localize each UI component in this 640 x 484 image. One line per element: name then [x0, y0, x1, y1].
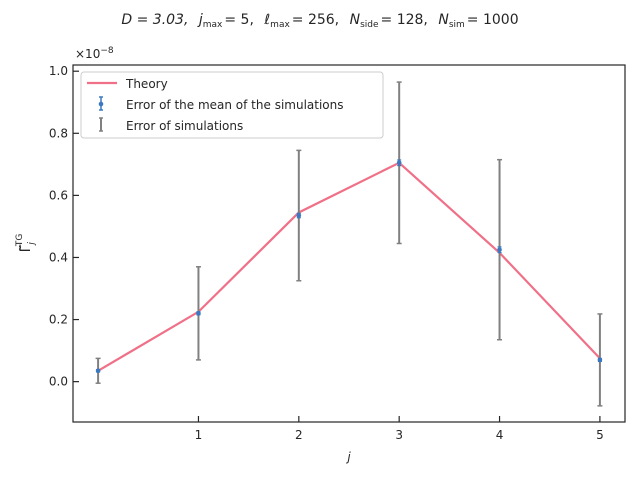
x-tick-label: 1: [195, 428, 203, 442]
x-axis-label: j: [345, 450, 351, 464]
x-tick-label: 3: [395, 428, 403, 442]
x-tick-label: 5: [596, 428, 604, 442]
y-axis-label: Γ̃jTG: [15, 234, 37, 253]
legend-sim-error-label: Error of simulations: [126, 119, 243, 133]
y-tick-label: 0.6: [49, 188, 68, 202]
theory-line: [97, 161, 601, 372]
legend: Theory Error of the mean of the simulati…: [80, 71, 384, 139]
svg-text:Γ̃jTG: Γ̃jTG: [15, 234, 37, 253]
x-tick-label: 4: [496, 428, 504, 442]
mean-error-point: [396, 159, 402, 167]
chart-title: D = 3.03, jmax = 5, ℓmax = 256, Nside = 128…: [121, 12, 518, 30]
axis-ticks: 1 2 3 4 5 0.0 0.2 0.4 0.6 0.8 1.0: [49, 64, 604, 442]
legend-box: [80, 71, 384, 139]
y-tick-label: 0.2: [49, 313, 68, 327]
mean-error-point: [497, 246, 502, 254]
y-tick-label: 0.0: [49, 375, 68, 389]
axes-frame: [72, 64, 626, 423]
y-tick-label: 1.0: [49, 64, 68, 78]
legend-theory-label: Theory: [125, 77, 168, 91]
mean-error-point: [597, 357, 603, 363]
legend-mean-error-label: Error of the mean of the simulations: [126, 98, 344, 112]
legend-sim-error-swatch: [99, 117, 103, 132]
y-tick-label: 0.8: [49, 126, 68, 140]
mean-error-point: [196, 311, 201, 316]
mean-error-point: [95, 368, 101, 374]
mean-error-point: [296, 212, 302, 219]
legend-mean-error-swatch: [98, 96, 104, 111]
y-scale-factor: ×10−8: [75, 46, 114, 61]
y-tick-label: 0.4: [49, 250, 68, 264]
series-layer: [95, 81, 603, 407]
x-tick-label: 2: [295, 428, 303, 442]
